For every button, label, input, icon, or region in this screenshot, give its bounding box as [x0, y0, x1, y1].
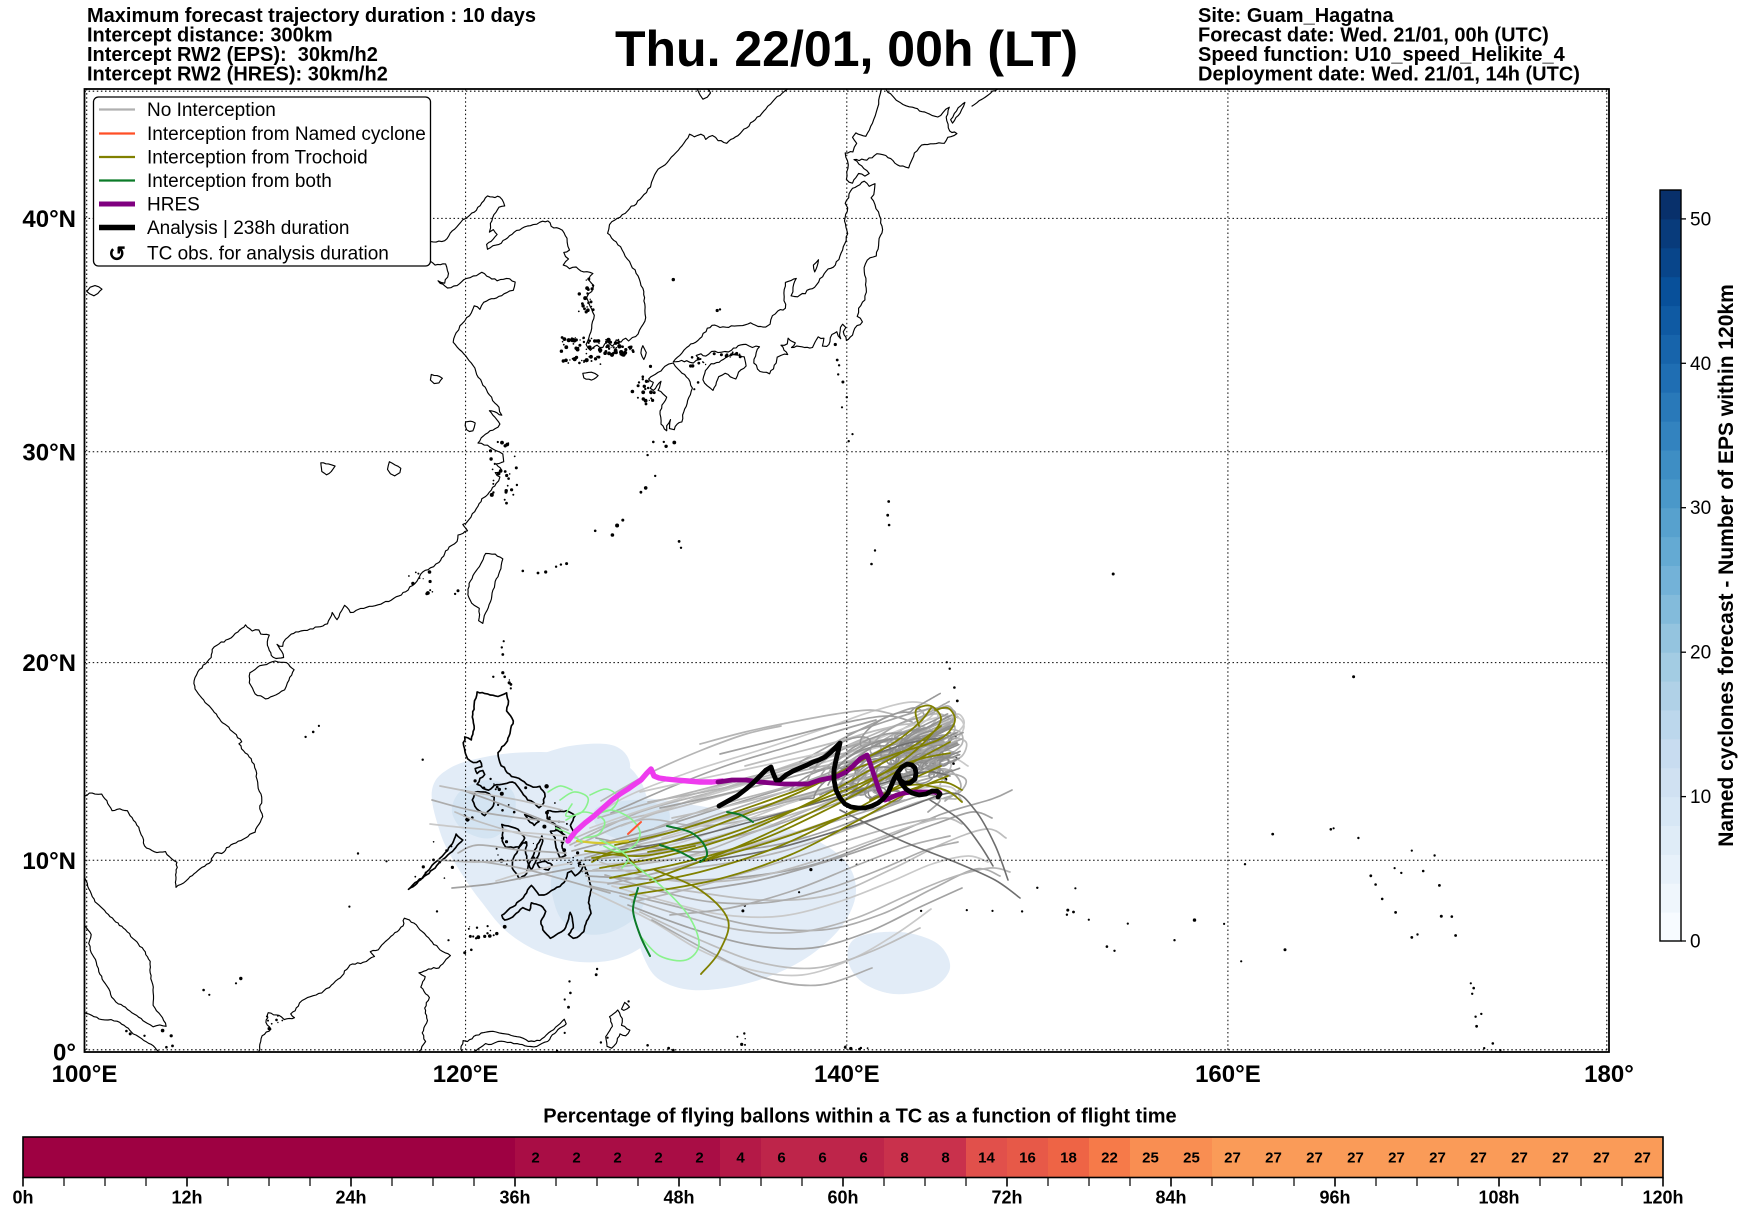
- svg-text:22: 22: [1101, 1150, 1118, 1167]
- svg-text:2: 2: [572, 1150, 580, 1167]
- svg-text:120°E: 120°E: [433, 1061, 499, 1088]
- svg-text:18: 18: [1060, 1150, 1077, 1167]
- svg-text:27: 27: [1388, 1150, 1405, 1167]
- svg-text:Thu. 22/01, 00h (LT): Thu. 22/01, 00h (LT): [615, 21, 1078, 77]
- svg-text:0h: 0h: [12, 1188, 33, 1208]
- svg-text:10°N: 10°N: [22, 848, 76, 875]
- svg-text:0: 0: [1690, 932, 1701, 953]
- svg-text:Intercept distance: 300km: Intercept distance: 300km: [87, 25, 333, 47]
- svg-text:100°E: 100°E: [52, 1061, 118, 1088]
- svg-text:96h: 96h: [1319, 1188, 1350, 1208]
- svg-text:Forecast date: Wed. 21/01, 00h: Forecast date: Wed. 21/01, 00h (UTC): [1198, 25, 1549, 47]
- svg-text:TC obs. for analysis duration: TC obs. for analysis duration: [147, 244, 389, 265]
- svg-text:10: 10: [1690, 787, 1711, 808]
- svg-text:27: 27: [1511, 1150, 1528, 1167]
- svg-text:27: 27: [1634, 1150, 1651, 1167]
- svg-text:60h: 60h: [827, 1188, 858, 1208]
- svg-text:6: 6: [777, 1150, 785, 1167]
- svg-text:8: 8: [900, 1150, 908, 1167]
- svg-text:Analysis | 238h duration: Analysis | 238h duration: [147, 218, 349, 239]
- svg-text:140°E: 140°E: [814, 1061, 880, 1088]
- svg-text:27: 27: [1552, 1150, 1569, 1167]
- svg-text:27: 27: [1593, 1150, 1610, 1167]
- svg-text:20°N: 20°N: [22, 650, 76, 677]
- svg-text:40°N: 40°N: [22, 206, 76, 233]
- svg-text:27: 27: [1470, 1150, 1487, 1167]
- svg-text:14: 14: [978, 1150, 995, 1167]
- svg-text:Interception from Trochoid: Interception from Trochoid: [147, 148, 368, 169]
- svg-text:16: 16: [1019, 1150, 1036, 1167]
- svg-text:0°: 0°: [53, 1040, 76, 1067]
- svg-text:40: 40: [1690, 354, 1711, 375]
- svg-text:27: 27: [1224, 1150, 1241, 1167]
- svg-text:Interception from Named cyclon: Interception from Named cyclone: [147, 124, 426, 145]
- svg-text:24h: 24h: [335, 1188, 366, 1208]
- svg-text:27: 27: [1347, 1150, 1364, 1167]
- svg-text:Interception from both: Interception from both: [147, 171, 332, 192]
- svg-text:27: 27: [1306, 1150, 1323, 1167]
- svg-text:Site: Guam_Hagatna: Site: Guam_Hagatna: [1198, 5, 1394, 27]
- svg-text:Named cyclones forecast - Numb: Named cyclones forecast - Number of EPS …: [1715, 284, 1738, 847]
- svg-text:25: 25: [1183, 1150, 1200, 1167]
- svg-text:2: 2: [695, 1150, 703, 1167]
- svg-text:Deployment date: Wed. 21/01, 1: Deployment date: Wed. 21/01, 14h (UTC): [1198, 64, 1580, 86]
- svg-text:↺: ↺: [108, 243, 126, 266]
- svg-text:4: 4: [736, 1150, 745, 1167]
- svg-text:50: 50: [1690, 209, 1711, 230]
- svg-text:2: 2: [531, 1150, 539, 1167]
- svg-text:36h: 36h: [499, 1188, 530, 1208]
- svg-text:Speed function: U10_speed_Heli: Speed function: U10_speed_Helikite_4: [1198, 44, 1566, 66]
- svg-text:12h: 12h: [171, 1188, 202, 1208]
- svg-text:72h: 72h: [991, 1188, 1022, 1208]
- svg-text:27: 27: [1429, 1150, 1446, 1167]
- svg-text:48h: 48h: [663, 1188, 694, 1208]
- svg-text:Intercept RW2 (HRES): 30km/h2: Intercept RW2 (HRES): 30km/h2: [87, 64, 388, 86]
- svg-text:Intercept RW2 (EPS): 30km/h2: Intercept RW2 (EPS): 30km/h2: [87, 44, 378, 66]
- svg-text:Maximum forecast trajectory du: Maximum forecast trajectory duration : 1…: [87, 5, 536, 27]
- svg-text:Percentage of flying ballons w: Percentage of flying ballons within a TC…: [543, 1106, 1176, 1128]
- svg-text:84h: 84h: [1155, 1188, 1186, 1208]
- svg-text:160°E: 160°E: [1195, 1061, 1261, 1088]
- svg-text:8: 8: [941, 1150, 949, 1167]
- svg-text:6: 6: [818, 1150, 826, 1167]
- svg-text:20: 20: [1690, 643, 1711, 664]
- svg-text:108h: 108h: [1478, 1188, 1519, 1208]
- svg-text:30: 30: [1690, 498, 1711, 519]
- svg-text:120h: 120h: [1642, 1188, 1683, 1208]
- svg-text:No Interception: No Interception: [147, 100, 276, 121]
- svg-text:180°: 180°: [1584, 1061, 1634, 1088]
- svg-text:HRES: HRES: [147, 195, 200, 216]
- svg-text:2: 2: [654, 1150, 662, 1167]
- svg-text:25: 25: [1142, 1150, 1159, 1167]
- svg-text:27: 27: [1265, 1150, 1282, 1167]
- svg-text:6: 6: [859, 1150, 867, 1167]
- svg-text:30°N: 30°N: [22, 439, 76, 466]
- svg-text:2: 2: [613, 1150, 621, 1167]
